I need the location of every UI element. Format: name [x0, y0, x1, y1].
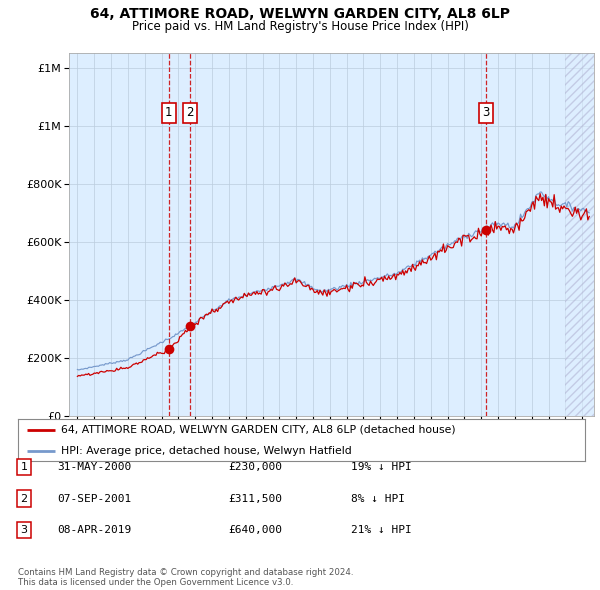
- Text: £230,000: £230,000: [228, 463, 282, 472]
- Text: Price paid vs. HM Land Registry's House Price Index (HPI): Price paid vs. HM Land Registry's House …: [131, 20, 469, 33]
- Text: 1: 1: [165, 106, 172, 119]
- Text: 07-SEP-2001: 07-SEP-2001: [57, 494, 131, 503]
- Text: 08-APR-2019: 08-APR-2019: [57, 525, 131, 535]
- Text: 3: 3: [20, 525, 28, 535]
- Text: 64, ATTIMORE ROAD, WELWYN GARDEN CITY, AL8 6LP: 64, ATTIMORE ROAD, WELWYN GARDEN CITY, A…: [90, 7, 510, 21]
- Text: 3: 3: [482, 106, 490, 119]
- Text: 31-MAY-2000: 31-MAY-2000: [57, 463, 131, 472]
- Text: £311,500: £311,500: [228, 494, 282, 503]
- Text: 8% ↓ HPI: 8% ↓ HPI: [351, 494, 405, 503]
- Text: HPI: Average price, detached house, Welwyn Hatfield: HPI: Average price, detached house, Welw…: [61, 446, 351, 455]
- Text: 1: 1: [20, 463, 28, 472]
- Text: 19% ↓ HPI: 19% ↓ HPI: [351, 463, 412, 472]
- Text: 2: 2: [20, 494, 28, 503]
- Text: Contains HM Land Registry data © Crown copyright and database right 2024.
This d: Contains HM Land Registry data © Crown c…: [18, 568, 353, 587]
- Text: 21% ↓ HPI: 21% ↓ HPI: [351, 525, 412, 535]
- Text: £640,000: £640,000: [228, 525, 282, 535]
- Bar: [565, 53, 594, 416]
- Text: 64, ATTIMORE ROAD, WELWYN GARDEN CITY, AL8 6LP (detached house): 64, ATTIMORE ROAD, WELWYN GARDEN CITY, A…: [61, 425, 455, 434]
- Text: 2: 2: [186, 106, 194, 119]
